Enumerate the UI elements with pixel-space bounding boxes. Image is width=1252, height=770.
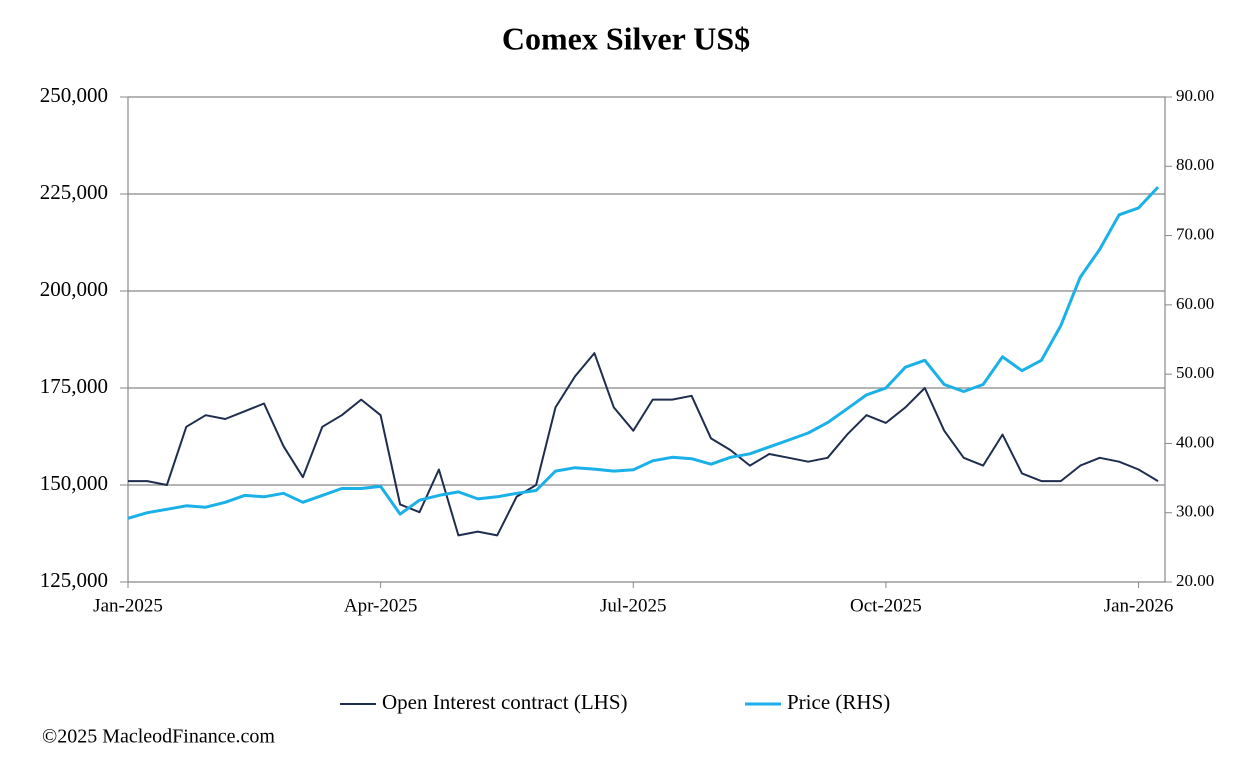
y-tick-label: 200,000 bbox=[40, 277, 108, 301]
y2-tick-label: 40.00 bbox=[1176, 432, 1214, 451]
chart-title: Comex Silver US$ bbox=[502, 20, 750, 56]
y2-tick-label: 30.00 bbox=[1176, 502, 1214, 521]
y-tick-label: 225,000 bbox=[40, 180, 108, 204]
y2-tick-label: 70.00 bbox=[1176, 224, 1214, 243]
legend-label: Open Interest contract (LHS) bbox=[382, 690, 628, 714]
y2-tick-label: 80.00 bbox=[1176, 155, 1214, 174]
y2-tick-label: 90.00 bbox=[1176, 86, 1214, 105]
y2-tick-label: 60.00 bbox=[1176, 294, 1214, 313]
y2-tick-label: 50.00 bbox=[1176, 363, 1214, 382]
y-tick-label: 150,000 bbox=[40, 471, 108, 495]
y-tick-label: 250,000 bbox=[40, 83, 108, 107]
x-tick-label: Oct-2025 bbox=[850, 595, 922, 616]
y-tick-label: 175,000 bbox=[40, 374, 108, 398]
x-tick-label: Jan-2025 bbox=[93, 595, 163, 616]
series-line bbox=[127, 186, 1160, 520]
legend-label: Price (RHS) bbox=[787, 690, 890, 714]
x-tick-label: Apr-2025 bbox=[344, 595, 418, 616]
y-tick-label: 125,000 bbox=[40, 568, 108, 592]
y2-tick-label: 20.00 bbox=[1176, 571, 1214, 590]
source: ©2025 MacleodFinance.com bbox=[42, 726, 275, 748]
x-tick-label: Jan-2026 bbox=[1104, 595, 1174, 616]
series-line bbox=[128, 352, 1159, 537]
x-tick-label: Jul-2025 bbox=[600, 595, 667, 616]
